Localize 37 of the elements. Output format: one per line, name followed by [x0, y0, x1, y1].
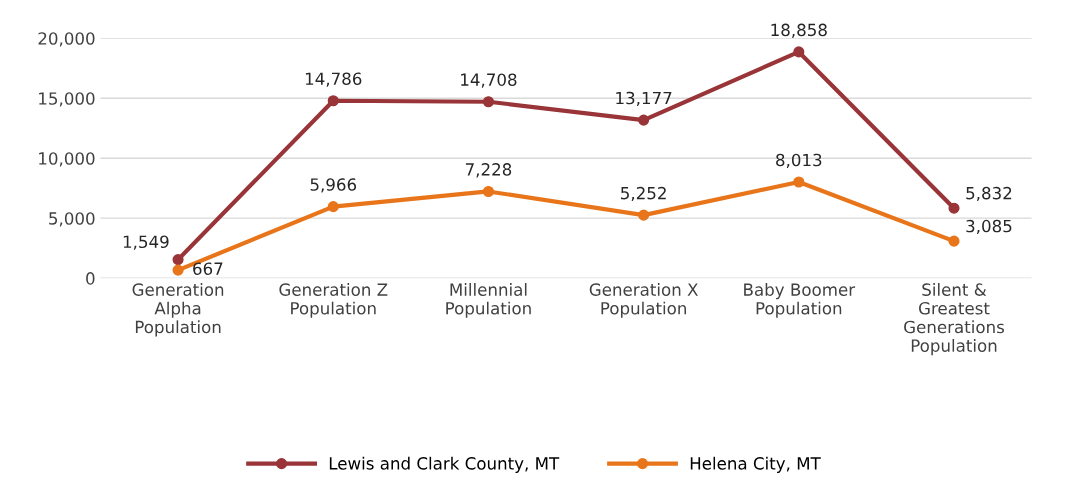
point — [793, 46, 805, 58]
data-label: 1,549 — [123, 235, 169, 250]
legend-label: Lewis and Clark County, MT — [329, 456, 560, 473]
point — [172, 254, 184, 266]
data-label: 5,252 — [621, 186, 666, 202]
y-tick-label: 0 — [86, 272, 95, 285]
point — [327, 201, 339, 213]
y-tick-label: 15,000 — [39, 92, 95, 107]
data-label: 8,013 — [776, 153, 822, 168]
data-label: 14,786 — [305, 72, 362, 87]
point — [793, 176, 805, 188]
data-label: 3,085 — [966, 219, 1012, 235]
point — [638, 114, 650, 126]
data-label: 5,832 — [966, 186, 1012, 202]
data-label: 14,708 — [461, 73, 517, 88]
y-tick-label: 20,000 — [38, 32, 95, 47]
legend-label: Helena City, MT — [690, 456, 821, 473]
data-label: 7,228 — [465, 163, 512, 178]
point — [948, 202, 960, 214]
x-tick-label: Generation Z Population — [279, 283, 388, 318]
x-tick-label: Generation Alpha Population — [132, 283, 224, 337]
point — [482, 96, 495, 108]
x-tick-label: Baby Boomer Population — [744, 283, 856, 318]
y-tick-label: 10,000 — [39, 152, 95, 167]
point — [948, 235, 960, 247]
data-label: 13,177 — [616, 91, 672, 107]
point — [638, 209, 650, 221]
x-tick-label: Silent & Greatest Generations Population — [904, 283, 1005, 356]
x-tick-label: Millennial Population — [446, 283, 531, 318]
point — [482, 185, 495, 198]
data-label: 18,858 — [771, 23, 827, 38]
data-label: 667 — [193, 262, 223, 275]
point — [327, 95, 339, 107]
y-tick-label: 5,000 — [49, 212, 95, 227]
point — [172, 264, 184, 276]
x-tick-label: Generation X Population — [589, 283, 698, 318]
data-label: 5,966 — [310, 178, 357, 193]
